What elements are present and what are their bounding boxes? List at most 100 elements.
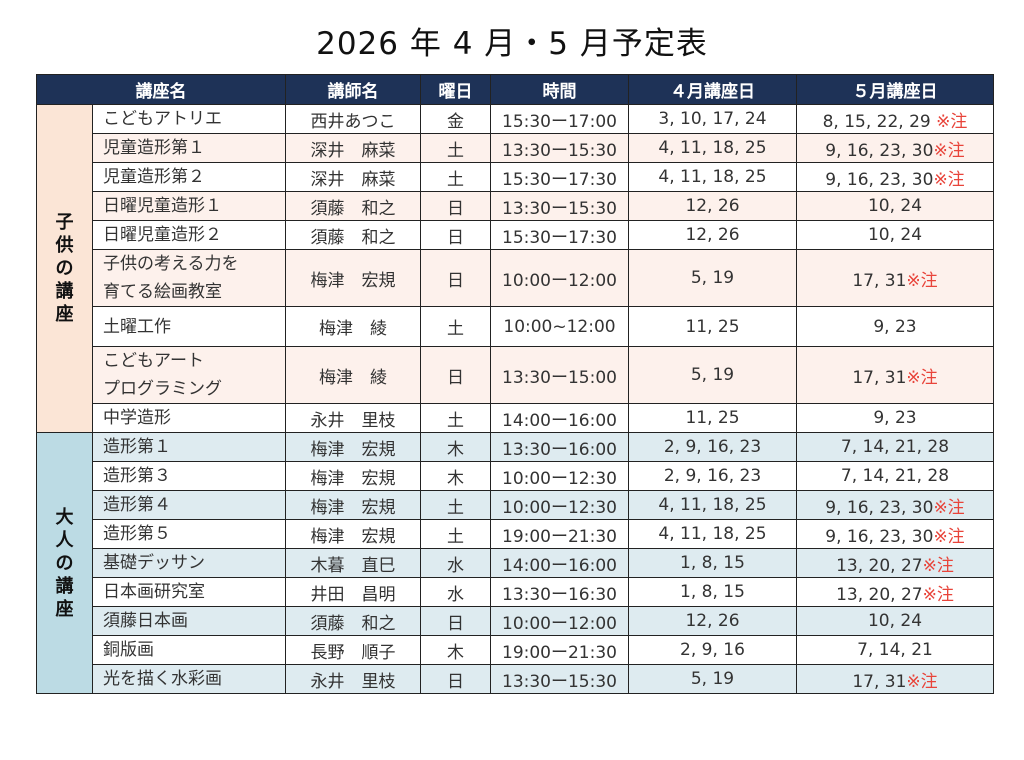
may-dates-text: 17, 31 [852,671,907,692]
april-dates: 1, 8, 15 [628,577,797,607]
weekday: 日 [420,346,491,404]
may-dates-text: 7, 14, 21, 28 [840,437,950,457]
table-row: 児童造形第１ 深井 麻菜土 13:30ー15:30 4, 11, 18, 25 9, 1… [37,133,994,163]
weekday: 日 [420,191,491,221]
table-row: 児童造形第２ 深井 麻菜土 15:30ー17:30 4, 11, 18, 25 9, 1… [37,162,994,192]
time: 19:00ー21:30 [490,635,629,665]
april-dates: 11, 25 [628,306,797,347]
teacher-name: 深井 麻菜 [285,133,421,163]
time: 10:00ー12:30 [490,490,629,520]
time: 10:00ー12:00 [490,606,629,636]
table-row: 基礎デッサン 木暮 直巳水 14:00ー16:00 1, 8, 15 13, 20, 2… [37,548,994,578]
table-row: 日曜児童造形２ 須藤 和之日 15:30ー17:30 12, 26 10, 24 [37,220,994,250]
schedule-table: 講座名 講師名 曜日 時間 ４月講座日 ５月講座日 子供の講座 こどもアトリエ 西井… [36,74,994,694]
teacher-name: 梅津 宏規 [285,461,421,491]
april-dates: 2, 9, 16 [628,635,797,665]
category-kid: 子供の講座 [36,104,93,433]
may-dates: 13, 20, 27※注 [796,548,994,578]
weekday: 土 [420,306,491,347]
may-dates-text: 10, 24 [867,611,923,631]
time: 13:30ー15:30 [490,664,629,694]
april-dates: 2, 9, 16, 23 [628,461,797,491]
teacher-name: 木暮 直巳 [285,548,421,578]
table-row: 造形第３ 梅津 宏規木 10:00ー12:30 2, 9, 16, 23 7, 14, … [37,461,994,491]
april-dates: 11, 25 [628,403,797,433]
course-name: 子供の考える力を 育てる絵画教室 [92,249,286,307]
teacher-name: 深井 麻菜 [285,162,421,192]
teacher-name: 梅津 宏規 [285,432,421,462]
time: 14:00ー16:00 [490,403,629,433]
may-dates: 10, 24 [796,606,994,636]
header-day: 曜日 [420,74,491,105]
course-name: こどもアトリエ [92,104,286,134]
weekday: 水 [420,577,491,607]
may-dates-text: 7, 14, 21, 28 [840,466,950,486]
header-april: ４月講座日 [628,74,797,105]
course-name: 土曜工作 [92,306,286,347]
course-name: 日本画研究室 [92,577,286,607]
teacher-name: 梅津 宏規 [285,490,421,520]
table-row: 子供の講座 こどもアトリエ 西井あつこ金 15:30ー17:00 3, 10, 17, … [36,104,994,433]
may-dates-text: 13, 20, 27 [836,555,923,576]
table-row: 光を描く水彩画 永井 里枝日 13:30ー15:30 5, 19 17, 31※注 [37,664,994,694]
teacher-name: 井田 昌明 [285,577,421,607]
time: 13:30ー16:30 [490,577,629,607]
weekday: 日 [420,249,491,307]
april-dates: 4, 11, 18, 25 [628,519,797,549]
weekday: 日 [420,220,491,250]
course-name: 銅版画 [92,635,286,665]
april-dates: 5, 19 [628,346,797,404]
may-dates-text: 9, 16, 23, 30 [825,526,934,547]
weekday: 日 [420,664,491,694]
time: 13:30ー15:30 [490,133,629,163]
weekday: 水 [420,548,491,578]
may-dates-text: 8, 15, 22, 29 [822,111,937,132]
note-mark: ※注 [933,169,965,190]
teacher-name: 須藤 和之 [285,606,421,636]
teacher-name: 永井 里枝 [285,664,421,694]
header-may: ５月講座日 [796,74,994,105]
course-name: 中学造形 [92,403,286,433]
table-row: こどもアート プログラミング 梅津 綾日 13:30ー15:00 5, 19 17, 3… [37,346,994,404]
table-row: 日曜児童造形１ 須藤 和之日 13:30ー15:30 12, 26 10, 24 [37,191,994,221]
time: 13:30ー16:00 [490,432,629,462]
may-dates: 9, 23 [796,306,994,347]
note-mark: ※注 [906,270,938,291]
category-adult: 大人の講座 [36,432,93,694]
note-mark: ※注 [906,671,938,692]
may-dates-text: 17, 31 [852,367,907,388]
time: 15:30ー17:00 [490,104,629,134]
note-mark: ※注 [906,367,938,388]
note-mark: ※注 [922,584,954,605]
may-dates: 8, 15, 22, 29 ※注 [796,104,994,134]
table-row: 大人の講座 造形第１ 梅津 宏規木 13:30ー16:00 2, 9, 16, 23 7,… [36,432,994,694]
april-dates: 1, 8, 15 [628,548,797,578]
note-mark: ※注 [936,111,968,132]
header-time: 時間 [490,74,629,105]
teacher-name: 永井 里枝 [285,403,421,433]
may-dates-text: 17, 31 [852,270,907,291]
weekday: 木 [420,432,491,462]
april-dates: 3, 10, 17, 24 [628,104,797,134]
may-dates-text: 9, 16, 23, 30 [825,169,934,190]
may-dates: 9, 16, 23, 30※注 [796,162,994,192]
note-mark: ※注 [922,555,954,576]
weekday: 土 [420,490,491,520]
may-dates-text: 7, 14, 21 [857,640,933,660]
time: 15:30ー17:30 [490,162,629,192]
teacher-name: 梅津 宏規 [285,249,421,307]
table-row: 中学造形 永井 里枝土 14:00ー16:00 11, 25 9, 23 [37,403,994,433]
may-dates: 17, 31※注 [796,664,994,694]
note-mark: ※注 [933,497,965,518]
course-name: 基礎デッサン [92,548,286,578]
time: 15:30ー17:30 [490,220,629,250]
may-dates-text: 9, 16, 23, 30 [825,497,934,518]
may-dates-text: 10, 24 [867,196,923,216]
course-name: 日曜児童造形２ [92,220,286,250]
may-dates: 7, 14, 21, 28 [796,432,994,462]
time: 10:00ー12:30 [490,461,629,491]
course-name: 造形第５ [92,519,286,549]
table-row: 銅版画 長野 順子木 19:00ー21:30 2, 9, 16 7, 14, 21 [37,635,994,665]
may-dates-text: 9, 23 [873,408,917,428]
teacher-name: 西井あつこ [285,104,421,134]
